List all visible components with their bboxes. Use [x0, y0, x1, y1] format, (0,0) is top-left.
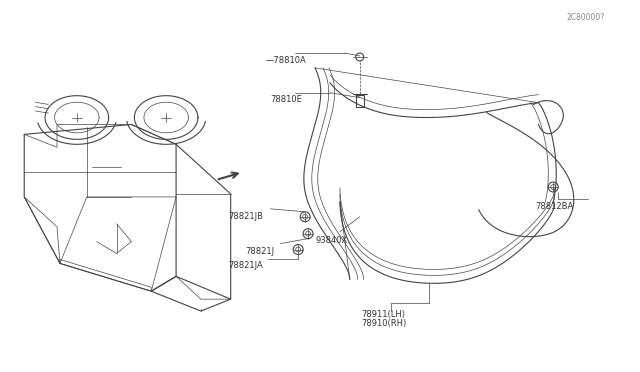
Bar: [356, 95, 364, 107]
Text: 2C80000?: 2C80000?: [566, 13, 604, 22]
Text: 78911(LH): 78911(LH): [362, 310, 406, 319]
Text: 93840X: 93840X: [315, 235, 348, 245]
Text: 78812BA: 78812BA: [536, 202, 573, 211]
Text: 78910(RH): 78910(RH): [362, 319, 407, 328]
Text: 78821J: 78821J: [246, 247, 275, 256]
Text: —78810A: —78810A: [266, 56, 306, 65]
Text: 78821JB: 78821JB: [228, 212, 264, 221]
Text: 78810E: 78810E: [270, 95, 302, 104]
Text: 78821JA: 78821JA: [228, 262, 264, 270]
